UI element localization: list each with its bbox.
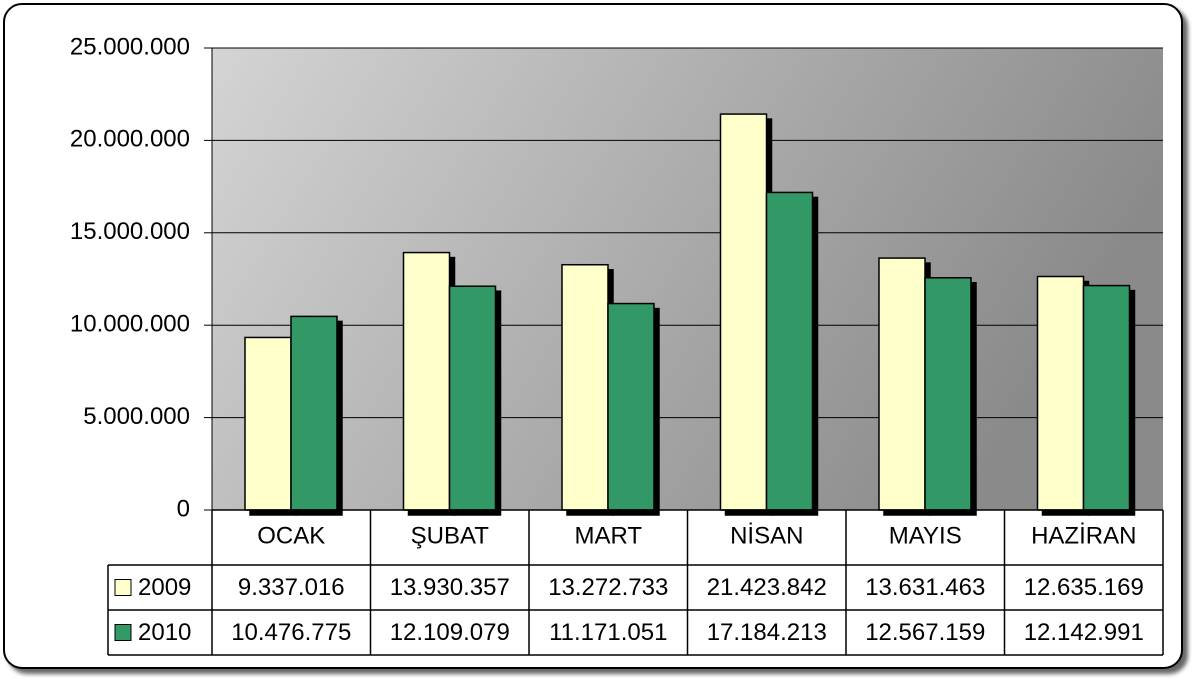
bar — [765, 191, 814, 511]
data-table-value: 10.476.775 — [231, 619, 351, 646]
data-table-value: 9.337.016 — [238, 574, 345, 601]
bar — [402, 251, 451, 511]
bar — [290, 315, 338, 511]
y-tick-label: 10.000.000 — [70, 311, 190, 338]
data-table-value: 17.184.213 — [707, 619, 827, 646]
bar — [1036, 275, 1085, 511]
data-table-value: 13.272.733 — [548, 574, 668, 601]
x-tick-label: MART — [574, 522, 642, 549]
bar — [607, 302, 655, 511]
plot-area — [212, 48, 1163, 510]
data-table-value: 12.635.169 — [1024, 574, 1144, 601]
x-tick-label: ŞUBAT — [411, 522, 490, 549]
x-tick-label: MAYIS — [889, 522, 962, 549]
bar — [244, 336, 292, 511]
legend-swatch — [114, 579, 132, 596]
y-tick-label: 0 — [177, 495, 190, 522]
legend-swatch — [114, 624, 132, 641]
bar — [924, 277, 972, 511]
data-table-value: 13.930.357 — [390, 574, 510, 601]
data-table-value: 21.423.842 — [707, 574, 827, 601]
bar — [719, 113, 768, 511]
x-tick-label: NİSAN — [730, 522, 803, 549]
data-table-value: 12.567.159 — [865, 619, 985, 646]
legend-label: 2010 — [138, 619, 191, 646]
bar — [448, 285, 497, 511]
legend-label: 2009 — [138, 574, 191, 601]
y-tick-label: 5.000.000 — [83, 403, 190, 430]
bar — [878, 257, 926, 511]
x-tick-label: OCAK — [257, 522, 325, 549]
data-table-value: 11.171.051 — [549, 619, 667, 646]
bar — [1082, 284, 1131, 511]
y-tick-label: 25.000.000 — [70, 33, 190, 60]
data-table-value: 12.142.991 — [1024, 619, 1144, 646]
y-tick-label: 15.000.000 — [70, 218, 190, 245]
data-table-value: 13.631.463 — [865, 574, 985, 601]
x-tick-label: HAZİRAN — [1031, 522, 1136, 549]
bar — [561, 263, 609, 511]
y-tick-label: 20.000.000 — [70, 126, 190, 153]
data-table-value: 12.109.079 — [390, 619, 510, 646]
